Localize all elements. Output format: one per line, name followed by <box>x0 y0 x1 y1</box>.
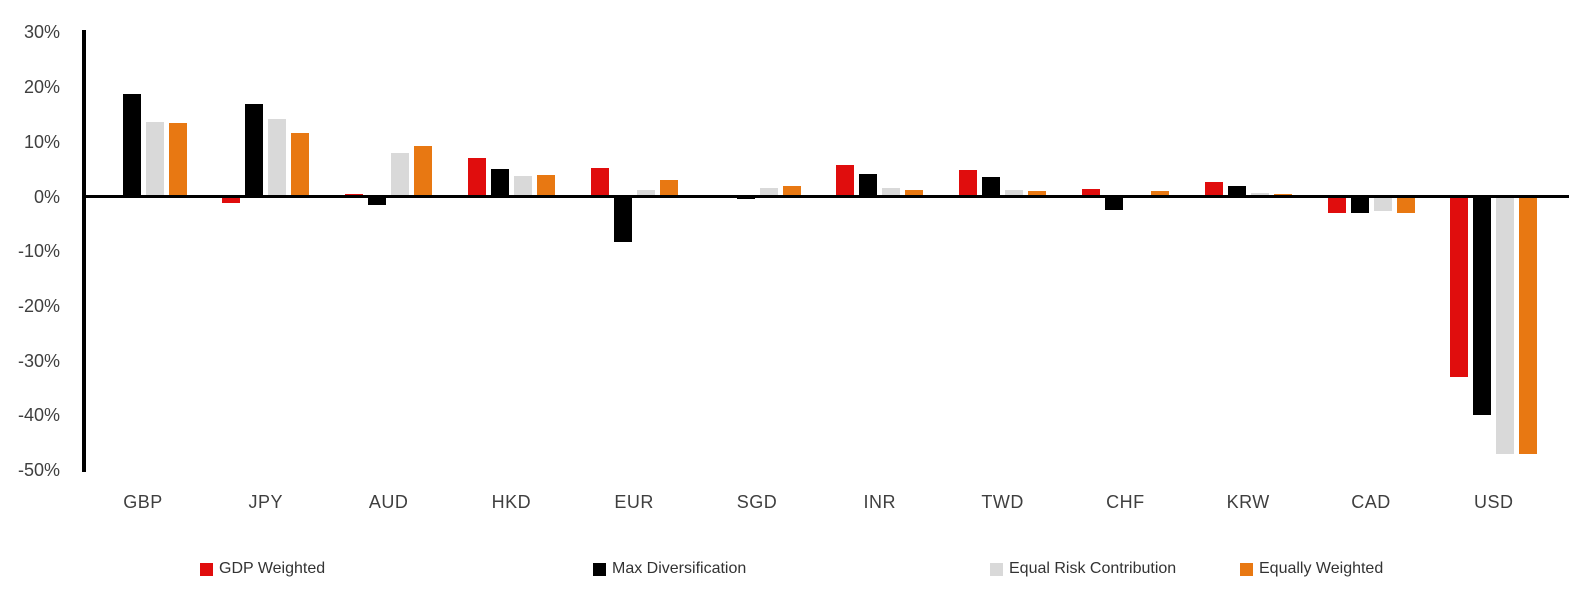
bar-hkd-max-diversification <box>490 169 509 197</box>
legend-label: Equally Weighted <box>1259 560 1384 577</box>
legend-swatch-icon <box>200 562 213 576</box>
legend-label: Equal Risk Contribution <box>1009 560 1177 577</box>
bar-inr-max-diversification <box>859 173 878 197</box>
bar-twd-gdp-weighted <box>959 169 978 197</box>
bar-eur-gdp-weighted <box>590 167 609 197</box>
bar-chf-equally-weighted <box>1150 191 1169 197</box>
bar-sgd-equal-risk-contribution <box>759 188 778 197</box>
x-tick-label-usd: USD <box>1474 492 1514 512</box>
bar-gbp-equal-risk-contribution <box>145 121 164 197</box>
legend-item-max-diversification: Max Diversification <box>593 560 746 578</box>
bar-usd-max-diversification <box>1473 196 1492 416</box>
bar-usd-equally-weighted <box>1519 196 1538 454</box>
x-tick-label-gbp: GBP <box>123 492 163 512</box>
bar-jpy-max-diversification <box>245 103 264 197</box>
x-tick-label-chf: CHF <box>1106 492 1145 512</box>
bar-jpy-equal-risk-contribution <box>268 119 287 197</box>
zero-baseline <box>82 194 1569 198</box>
bar-cad-equal-risk-contribution <box>1373 196 1392 212</box>
legend-label: Max Diversification <box>612 560 747 577</box>
legend-item-gdp-weighted: GDP Weighted <box>200 560 325 578</box>
bar-jpy-equally-weighted <box>291 132 310 197</box>
x-tick-label-krw: KRW <box>1226 492 1270 512</box>
y-tick-label: -30% <box>17 350 60 371</box>
bar-aud-equally-weighted <box>414 146 433 197</box>
bar-aud-max-diversification <box>368 196 387 205</box>
bar-aud-equal-risk-contribution <box>391 153 410 197</box>
bar-twd-equal-risk-contribution <box>1005 189 1024 197</box>
bar-gbp-equally-weighted <box>168 123 187 197</box>
bar-cad-max-diversification <box>1350 196 1369 213</box>
legend-item-equally-weighted: Equally Weighted <box>1240 560 1383 578</box>
bar-jpy-gdp-weighted <box>222 196 241 204</box>
x-tick-label-inr: INR <box>863 492 897 512</box>
y-axis-line <box>82 30 86 472</box>
bar-krw-gdp-weighted <box>1204 181 1223 197</box>
bar-eur-equal-risk-contribution <box>636 190 655 197</box>
bar-krw-max-diversification <box>1227 185 1246 197</box>
bar-twd-equally-weighted <box>1028 191 1047 197</box>
bar-hkd-gdp-weighted <box>467 158 486 197</box>
x-tick-label-hkd: HKD <box>491 492 532 512</box>
y-tick-label: 20% <box>23 77 60 98</box>
legend-swatch-icon <box>593 562 606 576</box>
bar-sgd-equally-weighted <box>782 186 801 197</box>
y-tick-label: -20% <box>17 295 60 316</box>
y-tick-label: -10% <box>17 241 60 262</box>
y-tick-label: 0% <box>33 186 60 207</box>
bar-inr-gdp-weighted <box>836 165 855 197</box>
y-tick-label: -40% <box>17 405 60 426</box>
legend-swatch-icon <box>1240 562 1253 576</box>
bar-eur-equally-weighted <box>659 180 678 197</box>
x-tick-label-sgd: SGD <box>736 492 778 512</box>
x-tick-label-twd: TWD <box>981 492 1024 512</box>
legend-item-equal-risk-contribution: Equal Risk Contribution <box>990 560 1176 578</box>
bar-cad-equally-weighted <box>1396 196 1415 213</box>
bar-usd-gdp-weighted <box>1450 196 1469 377</box>
bar-chf-max-diversification <box>1104 196 1123 211</box>
bar-inr-equally-weighted <box>905 190 924 197</box>
y-tick-label: 10% <box>23 131 60 152</box>
legend-label: GDP Weighted <box>219 560 326 577</box>
x-tick-label-eur: EUR <box>614 492 654 512</box>
bar-gbp-max-diversification <box>122 93 141 197</box>
bar-chf-gdp-weighted <box>1081 188 1100 197</box>
bar-twd-max-diversification <box>982 176 1001 197</box>
y-tick-label: 30% <box>23 22 60 43</box>
bar-eur-max-diversification <box>613 196 632 242</box>
bar-hkd-equal-risk-contribution <box>513 175 532 197</box>
bar-inr-equal-risk-contribution <box>882 188 901 197</box>
y-tick-label: -50% <box>17 460 60 480</box>
bar-usd-equal-risk-contribution <box>1496 196 1515 454</box>
x-tick-label-jpy: JPY <box>248 492 284 512</box>
bar-hkd-equally-weighted <box>536 174 555 197</box>
legend-swatch-icon <box>990 562 1003 576</box>
bar-cad-gdp-weighted <box>1327 196 1346 214</box>
x-tick-label-aud: AUD <box>368 492 409 512</box>
x-tick-label-cad: CAD <box>1351 492 1391 512</box>
